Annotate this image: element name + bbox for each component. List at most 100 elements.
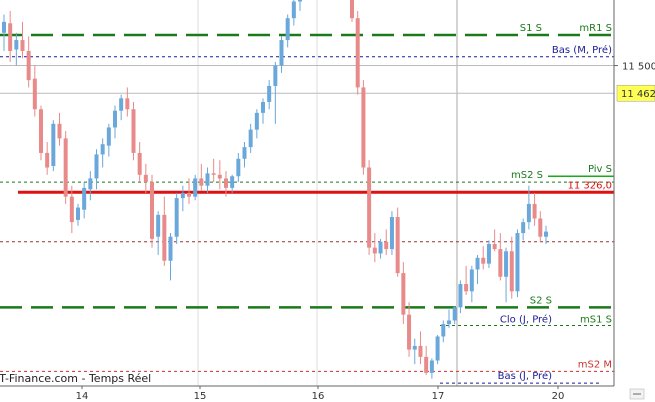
candle-body — [156, 214, 161, 237]
candle-body — [211, 173, 216, 175]
candle-body — [180, 193, 185, 199]
level-label: mS1 S — [580, 315, 612, 326]
candle-body — [150, 182, 154, 239]
level-label: Bas (M, Pré) — [552, 44, 612, 56]
candle-body — [441, 324, 446, 337]
candle-body — [193, 178, 198, 197]
candle-body — [492, 243, 497, 250]
candle-body — [14, 40, 19, 50]
level-label: mS2 S — [511, 170, 543, 181]
source-label: IT-Finance.com - Temps Réel — [0, 372, 151, 385]
candle-body — [355, 18, 360, 88]
level-labels: S1 S mR1 S Bas (M, Pré) mS2 S Piv S 11 326,0 S… — [498, 23, 612, 382]
candle-body — [248, 129, 253, 148]
candle-body — [285, 18, 290, 41]
candle-body — [475, 257, 480, 270]
level-label: Clo (J, Pré) — [500, 314, 552, 326]
candle-body — [424, 356, 429, 373]
y-tick-label: 11 500 — [622, 62, 655, 73]
candle-body — [94, 154, 99, 179]
candle-body — [119, 98, 124, 111]
candle-body — [63, 138, 68, 197]
candle-body — [137, 152, 142, 175]
candle-body — [395, 217, 400, 274]
candle-body — [168, 236, 173, 261]
candle-body — [51, 123, 56, 167]
candle-body — [515, 233, 520, 292]
candle-body — [8, 23, 13, 51]
candle-body — [298, 0, 302, 2]
candle-body — [481, 257, 486, 264]
candle-body — [82, 187, 87, 210]
candle-body — [447, 320, 451, 325]
candle-body — [113, 110, 117, 128]
level-label: 11 326,0 — [567, 180, 612, 191]
candle-body — [224, 178, 228, 188]
x-tick-label: 16 — [312, 391, 325, 402]
candle-body — [401, 273, 406, 315]
candle-body — [131, 109, 136, 153]
candle-body — [464, 284, 469, 292]
candle-body — [504, 251, 509, 277]
candle-body — [521, 222, 526, 234]
level-label: S1 S — [520, 23, 542, 34]
current-price-badge — [616, 84, 655, 102]
candle-body — [389, 217, 394, 250]
candle-body — [378, 241, 383, 254]
candle-body — [526, 203, 531, 223]
candle-body — [20, 40, 25, 51]
candle-body — [279, 40, 284, 66]
candle-body — [76, 207, 80, 220]
candle-body — [174, 198, 179, 237]
candle-body — [509, 251, 514, 292]
candle-body — [88, 178, 93, 190]
candle-body — [236, 158, 241, 177]
candle-body — [2, 21, 6, 33]
level-label: Bas (J, Pré) — [498, 370, 552, 382]
current-price-label: 11 462 — [621, 89, 655, 100]
candle-body — [498, 249, 503, 277]
candle-body — [469, 269, 474, 292]
candle-body — [125, 98, 130, 110]
candle-body — [367, 167, 372, 248]
candle-body — [230, 176, 235, 188]
candle-body — [162, 214, 167, 261]
candle-body — [544, 231, 548, 237]
candle-body — [458, 284, 463, 308]
candle-body — [199, 178, 204, 186]
candle-body — [254, 112, 259, 130]
level-label: mR1 S — [579, 23, 612, 34]
candle-body — [26, 50, 31, 81]
candle-body — [418, 345, 423, 357]
candle-body — [291, 1, 296, 19]
candle-body — [261, 101, 265, 113]
candle-body — [486, 243, 491, 264]
level-label: Piv S — [588, 164, 612, 175]
candle-body — [412, 345, 417, 350]
candle-body — [205, 173, 210, 186]
x-tick-label: 20 — [552, 391, 565, 402]
x-tick-label: 14 — [76, 391, 89, 402]
candle-body — [429, 360, 434, 373]
candle-body — [143, 174, 148, 183]
candle-body — [217, 174, 222, 179]
candle-body — [361, 87, 366, 168]
level-label: S2 S — [530, 295, 552, 306]
candle-body — [273, 65, 278, 86]
candle-body — [384, 241, 389, 250]
candle-body — [407, 314, 412, 350]
level-lines — [0, 33, 614, 384]
candle-body — [538, 218, 543, 237]
candle-body — [69, 196, 74, 223]
candle-body — [106, 127, 111, 146]
candle-body — [532, 203, 537, 219]
candle-body — [372, 247, 377, 254]
candle-body — [242, 147, 247, 159]
candle-body — [100, 144, 105, 155]
candle-series — [2, 0, 548, 379]
candle-body — [435, 336, 440, 361]
candle-body — [39, 109, 43, 153]
candle-body — [452, 307, 457, 321]
